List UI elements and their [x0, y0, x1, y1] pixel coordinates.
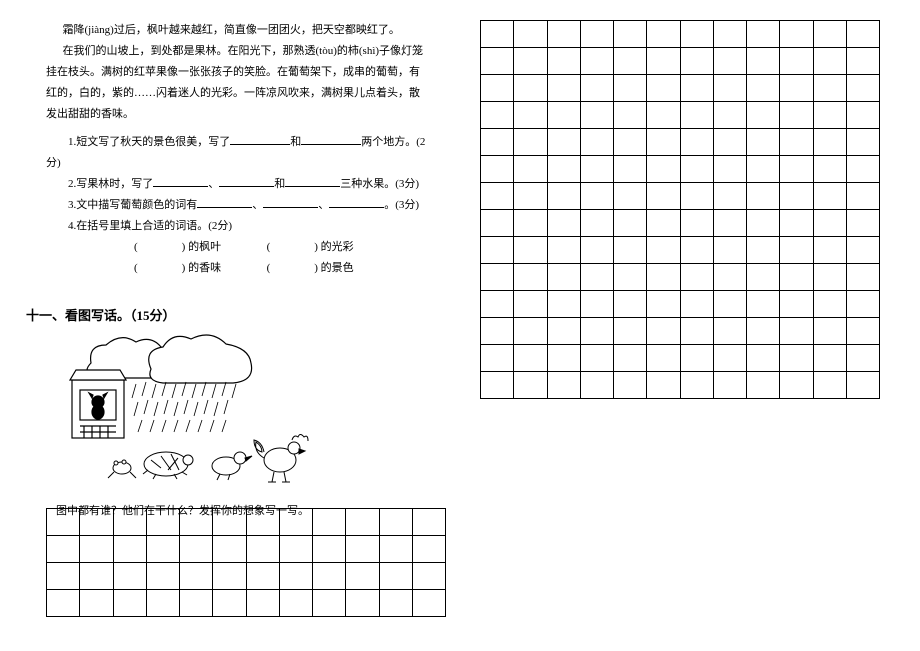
q2-c: 和	[274, 178, 285, 190]
passage-p2: 在我们的山坡上，到处都是果林。在阳光下，那熟透(tòu)的柿(shì)子像灯笼挂…	[46, 41, 426, 125]
q4-text: 在括号里填上合适的词语。(2分)	[76, 220, 232, 232]
illustration	[66, 332, 326, 492]
q3-blank2[interactable]	[263, 196, 318, 208]
q2-a: 写果林时，写了	[76, 178, 153, 190]
q4-r1a[interactable]: ( ) 的枫叶	[134, 241, 221, 253]
q1-b: 和	[290, 136, 301, 148]
q2-blank3[interactable]	[285, 175, 340, 187]
left-column: 霜降(jiàng)过后，枫叶越来越红，简直像一团团火，把天空都映红了。 在我们的…	[46, 20, 426, 521]
q1-blank1[interactable]	[230, 133, 290, 145]
q3-b: 、	[252, 199, 263, 211]
q2-blank2[interactable]	[219, 175, 274, 187]
question-2: 2.写果林时，写了 、 和 三种水果。(3分)	[46, 174, 426, 195]
section-11-title: 十一、看图写话。（15分）	[26, 305, 426, 324]
q4-r1b[interactable]: ( ) 的光彩	[267, 241, 354, 253]
q3-blank1[interactable]	[197, 196, 252, 208]
q3-d: 。(3分)	[384, 199, 419, 211]
question-4: 4.在括号里填上合适的词语。(2分)	[46, 216, 426, 237]
q3-blank3[interactable]	[329, 196, 384, 208]
question-4-row2: ( ) 的香味 ( ) 的景色	[90, 258, 426, 279]
q2-num: 2.	[68, 178, 76, 190]
question-1: 1.短文写了秋天的景色很美，写了和两个地方。(2分)	[46, 132, 426, 174]
question-4-row1: ( ) 的枫叶 ( ) 的光彩	[90, 237, 426, 258]
question-list: 1.短文写了秋天的景色很美，写了和两个地方。(2分) 2.写果林时，写了、和三种…	[46, 132, 426, 278]
q4-num: 4.	[68, 220, 76, 232]
question-3: 3.文中描写葡萄颜色的词有 、 、 。(3分)	[46, 195, 426, 216]
q1-num: 1.	[68, 136, 76, 148]
writing-grid-left[interactable]	[46, 508, 446, 617]
reading-passage: 霜降(jiàng)过后，枫叶越来越红，简直像一团团火，把天空都映红了。 在我们的…	[46, 20, 426, 124]
passage-p1: 霜降(jiàng)过后，枫叶越来越红，简直像一团团火，把天空都映红了。	[46, 20, 426, 41]
writing-grid-right[interactable]	[480, 20, 880, 399]
q3-c: 、	[318, 199, 329, 211]
q1-a: 短文写了秋天的景色很美，写了	[76, 136, 230, 148]
q1-blank2[interactable]	[301, 133, 361, 145]
q2-blank1[interactable]	[153, 175, 208, 187]
q2-d: 三种水果。(3分)	[340, 178, 419, 190]
q4-r2a[interactable]: ( ) 的香味	[134, 262, 221, 274]
q2-b: 、	[208, 178, 219, 190]
q3-a: 文中描写葡萄颜色的词有	[76, 199, 197, 211]
q3-num: 3.	[68, 199, 76, 211]
q4-r2b[interactable]: ( ) 的景色	[267, 262, 354, 274]
